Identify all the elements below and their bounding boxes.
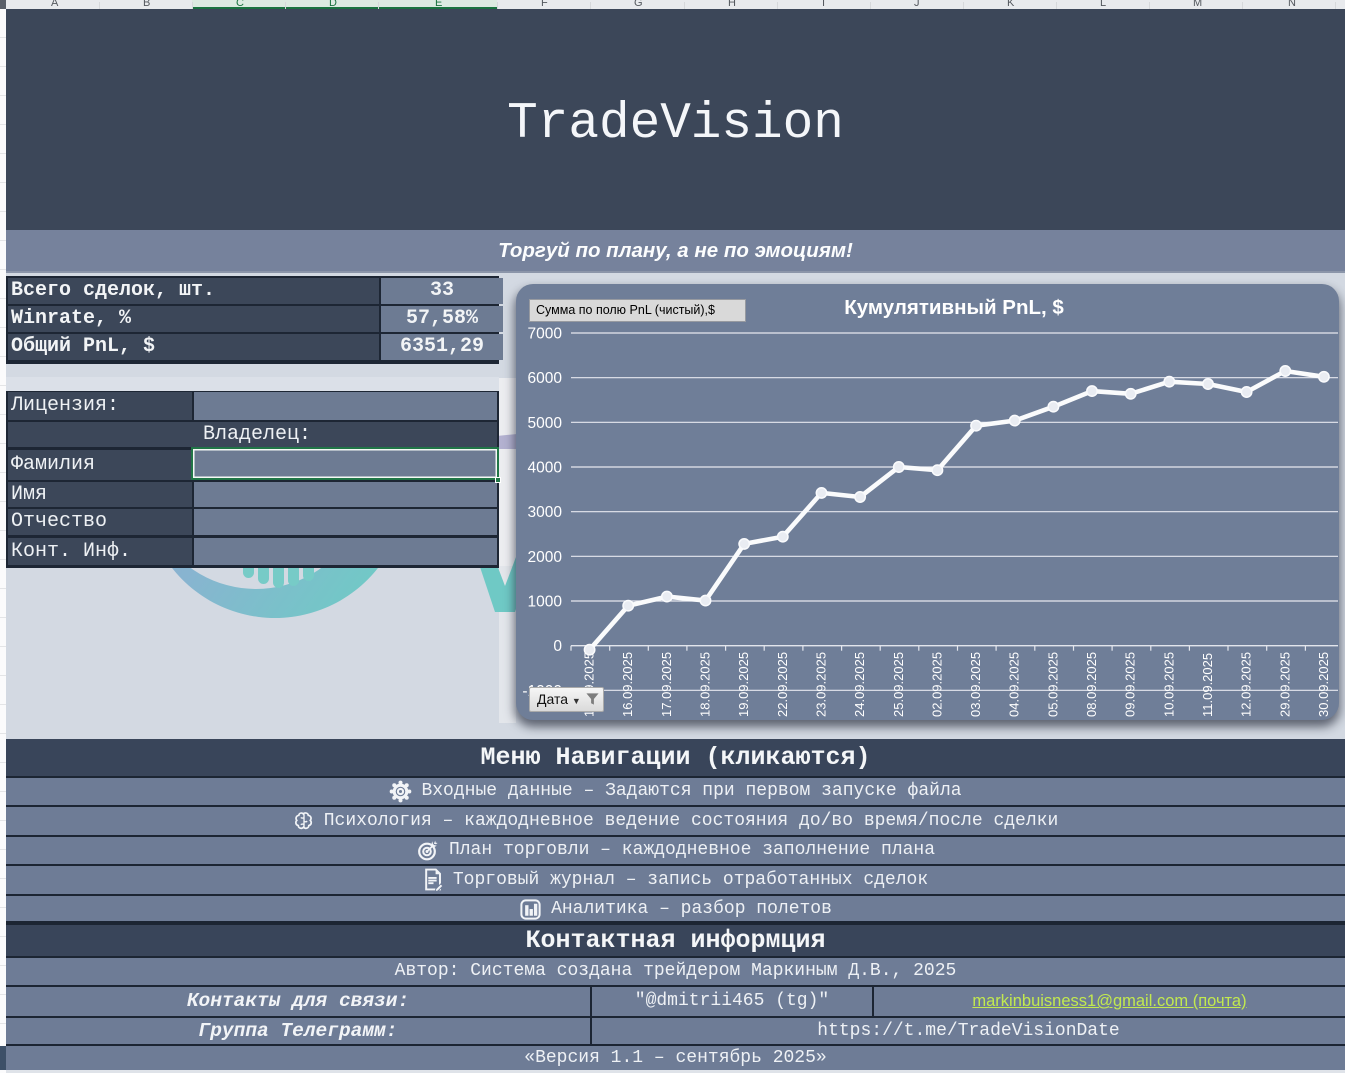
svg-text:12.09.2025: 12.09.2025 xyxy=(1239,652,1254,717)
svg-text:0: 0 xyxy=(553,638,562,655)
svg-text:17.09.2025: 17.09.2025 xyxy=(659,652,674,717)
svg-text:7000: 7000 xyxy=(528,326,563,343)
svg-text:23.09.2025: 23.09.2025 xyxy=(814,652,829,717)
svg-text:6000: 6000 xyxy=(528,370,563,387)
svg-text:02.09.2025: 02.09.2025 xyxy=(929,652,944,717)
svg-text:29.09.2025: 29.09.2025 xyxy=(1277,652,1292,717)
svg-text:2000: 2000 xyxy=(528,549,563,566)
svg-text:08.09.2025: 08.09.2025 xyxy=(1084,652,1099,717)
svg-text:16.09.2025: 16.09.2025 xyxy=(620,652,635,717)
svg-text:05.09.2025: 05.09.2025 xyxy=(1045,652,1060,717)
svg-text:10.09.2025: 10.09.2025 xyxy=(1161,652,1176,717)
svg-text:11.09.2025: 11.09.2025 xyxy=(1200,653,1215,717)
svg-text:18.09.2025: 18.09.2025 xyxy=(698,652,713,717)
svg-text:24.09.2025: 24.09.2025 xyxy=(852,652,867,717)
svg-text:5000: 5000 xyxy=(528,415,563,432)
svg-text:09.09.2025: 09.09.2025 xyxy=(1123,652,1138,717)
svg-text:04.09.2025: 04.09.2025 xyxy=(1007,652,1022,717)
svg-text:4000: 4000 xyxy=(528,460,563,477)
svg-text:22.09.2025: 22.09.2025 xyxy=(775,652,790,717)
svg-text:19.09.2025: 19.09.2025 xyxy=(736,652,751,717)
svg-text:3000: 3000 xyxy=(528,504,563,521)
svg-text:03.09.2025: 03.09.2025 xyxy=(968,652,983,717)
svg-text:1000: 1000 xyxy=(528,594,563,611)
svg-text:30.09.2025: 30.09.2025 xyxy=(1316,652,1331,717)
svg-text:25.09.2025: 25.09.2025 xyxy=(891,652,906,717)
